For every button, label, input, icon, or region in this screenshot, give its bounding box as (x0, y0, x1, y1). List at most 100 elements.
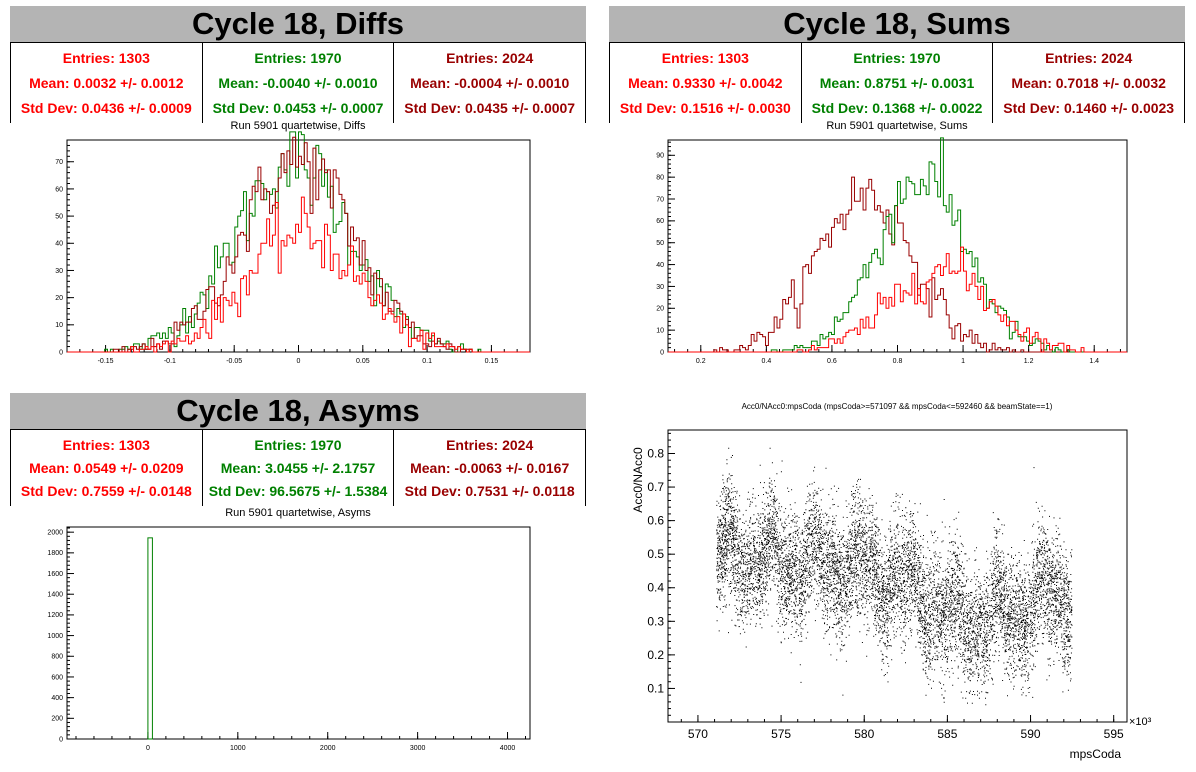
asyms-xtick-label: 4000 (500, 745, 516, 752)
asyms-stats-darkred: Entries: 2024 Mean: -0.0063 +/- 0.0167 S… (393, 430, 585, 506)
stat-mean: Mean: -0.0040 +/- 0.0010 (218, 74, 378, 91)
diffs-ytick-label: 60 (55, 186, 63, 193)
stat-entries: Entries: 2024 (446, 50, 534, 67)
asyms-frame (66, 526, 531, 740)
diffs-xtick-label: -0.05 (226, 358, 242, 365)
sums-panel: Cycle 18, Sums Entries: 1303 Mean: 0.933… (609, 6, 1185, 376)
acc0-xtick-label: 575 (771, 727, 791, 741)
diffs-xtick-label: 0.1 (422, 358, 432, 365)
asyms-xtick-label: 3000 (410, 745, 426, 752)
asyms-bar (147, 537, 153, 740)
stat-mean: Mean: 0.8751 +/- 0.0031 (819, 74, 975, 91)
acc0-ytick-label: 0.5 (647, 547, 664, 561)
stat-entries: Entries: 1970 (254, 50, 342, 67)
sums-series-darkred (668, 176, 1127, 353)
acc0-xtick-label: 580 (854, 727, 874, 741)
diffs-ytick-label: 0 (59, 349, 63, 356)
sums-ytick-label: 0 (660, 349, 664, 356)
diffs-ytick-label: 30 (55, 268, 63, 275)
asyms-xtick-label: 2000 (320, 745, 336, 752)
asyms-ytick-label: 1400 (47, 592, 63, 599)
diffs-ytick-label: 10 (55, 322, 63, 329)
stat-entries: Entries: 1970 (853, 50, 941, 67)
sums-xtick-label: 0.8 (893, 358, 903, 365)
asyms-ytick-label: 1200 (47, 612, 63, 619)
scatter-title: Acc0/NAcc0:mpsCoda (mpsCoda>=571097 && m… (741, 402, 1053, 411)
asyms-stats-box: Entries: 1303 Mean: 0.0549 +/- 0.0209 St… (10, 429, 586, 506)
diffs-xtick-label: 0.05 (356, 358, 370, 365)
asyms-subtitle: Run 5901 quartetwise, Asyms (225, 507, 371, 519)
asyms-xtick-label: 1000 (230, 745, 246, 752)
stat-mean: Mean: 3.0455 +/- 2.1757 (220, 459, 376, 476)
sums-ytick-label: 10 (656, 327, 664, 334)
acc0-xtick-label: 590 (1021, 727, 1041, 741)
stat-mean: Mean: -0.0004 +/- 0.0010 (410, 74, 570, 91)
asyms-ytick-label: 800 (51, 654, 63, 661)
sums-title: Cycle 18, Sums (609, 6, 1185, 42)
diffs-stats-box: Entries: 1303 Mean: 0.0032 +/- 0.0012 St… (10, 42, 586, 123)
diffs-stats-darkred: Entries: 2024 Mean: -0.0004 +/- 0.0010 S… (393, 43, 585, 123)
asyms-ytick-label: 1000 (47, 633, 63, 640)
sums-ytick-label: 80 (656, 174, 664, 181)
diffs-ytick-label: 20 (55, 295, 63, 302)
acc0-ytick-label: 0.8 (647, 446, 664, 460)
sums-stats-box: Entries: 1303 Mean: 0.9330 +/- 0.0042 St… (609, 42, 1185, 123)
sums-ytick-label: 90 (656, 153, 664, 160)
sums-subtitle: Run 5901 quartetwise, Sums (826, 120, 968, 132)
acc0-x-exponent: ×10³ (1129, 716, 1152, 728)
sums-stats-red: Entries: 1303 Mean: 0.9330 +/- 0.0042 St… (610, 43, 801, 123)
asyms-panel: Cycle 18, Asyms Entries: 1303 Mean: 0.05… (10, 393, 586, 763)
diffs-xtick-label: 0 (297, 358, 301, 365)
acc0-ytick-label: 0.4 (647, 581, 664, 595)
asyms-ytick-label: 0 (59, 736, 63, 743)
acc0-ytick-label: 0.6 (647, 514, 664, 528)
acc0-xtick-label: 595 (1104, 727, 1124, 741)
diffs-xtick-label: -0.1 (164, 358, 176, 365)
sums-xtick-label: 0.6 (827, 358, 837, 365)
acc0-ytick-label: 0.7 (647, 480, 664, 494)
sums-ytick-label: 70 (656, 196, 664, 203)
diffs-stats-green: Entries: 1970 Mean: -0.0040 +/- 0.0010 S… (201, 43, 394, 123)
asyms-ytick-label: 2000 (47, 530, 63, 537)
sums-stats-green: Entries: 1970 Mean: 0.8751 +/- 0.0031 St… (800, 43, 993, 123)
sums-stats-darkred: Entries: 2024 Mean: 0.7018 +/- 0.0032 St… (992, 43, 1184, 123)
sums-ytick-label: 50 (656, 240, 664, 247)
sums-xtick-label: 1.2 (1024, 358, 1034, 365)
stat-std: Std Dev: 0.7531 +/- 0.0118 (404, 483, 575, 500)
asyms-ytick-label: 600 (51, 674, 63, 681)
acc0-xtick-label: 570 (688, 727, 708, 741)
asyms-stats-red: Entries: 1303 Mean: 0.0549 +/- 0.0209 St… (11, 430, 202, 506)
asyms-ytick-label: 200 (51, 716, 63, 723)
asyms-title: Cycle 18, Asyms (10, 393, 586, 429)
sums-ytick-label: 60 (656, 218, 664, 225)
stat-std: Std Dev: 0.0436 +/- 0.0009 (20, 99, 192, 116)
diffs-ytick-label: 40 (55, 241, 63, 248)
acc0-ytick-label: 0.1 (647, 681, 664, 695)
stat-entries: Entries: 1303 (62, 436, 150, 453)
diffs-stats-red: Entries: 1303 Mean: 0.0032 +/- 0.0012 St… (11, 43, 202, 123)
acc0-xtick-label: 585 (937, 727, 957, 741)
stat-std: Std Dev: 0.0435 +/- 0.0007 (404, 99, 576, 116)
stat-mean: Mean: 0.0032 +/- 0.0012 (29, 74, 184, 91)
diffs-xtick-label: -0.15 (98, 358, 114, 365)
stat-entries: Entries: 2024 (1045, 50, 1133, 67)
diffs-panel: Cycle 18, Diffs Entries: 1303 Mean: 0.00… (10, 6, 586, 376)
sums-ytick-label: 30 (656, 284, 664, 291)
asyms-ytick-label: 400 (51, 695, 63, 702)
stat-std: Std Dev: 0.0453 +/- 0.0007 (212, 99, 384, 116)
stat-std: Std Dev: 0.7559 +/- 0.0148 (20, 483, 192, 500)
stat-std: Std Dev: 0.1368 +/- 0.0022 (811, 99, 983, 116)
acc0-ytick-label: 0.2 (647, 648, 664, 662)
stat-std: Std Dev: 0.1460 +/- 0.0023 (1003, 99, 1175, 116)
sums-series-red (668, 246, 1127, 353)
diffs-ytick-label: 50 (55, 213, 63, 220)
sums-xtick-label: 1 (961, 358, 965, 365)
stat-entries: Entries: 2024 (446, 436, 534, 453)
asyms-ytick-label: 1800 (47, 550, 63, 557)
sums-xtick-label: 1.4 (1089, 358, 1099, 365)
stat-mean: Mean: 0.7018 +/- 0.0032 (1011, 74, 1166, 91)
sums-ytick-label: 20 (656, 306, 664, 313)
stat-entries: Entries: 1303 (661, 50, 749, 67)
stat-entries: Entries: 1303 (62, 50, 150, 67)
